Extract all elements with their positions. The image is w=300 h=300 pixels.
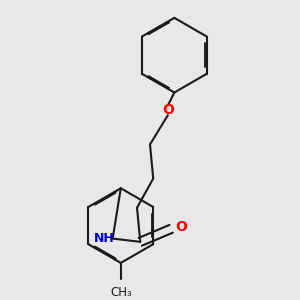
Text: O: O [162, 103, 174, 117]
Text: CH₃: CH₃ [110, 286, 132, 298]
Text: O: O [175, 220, 187, 234]
Text: NH: NH [94, 232, 115, 245]
